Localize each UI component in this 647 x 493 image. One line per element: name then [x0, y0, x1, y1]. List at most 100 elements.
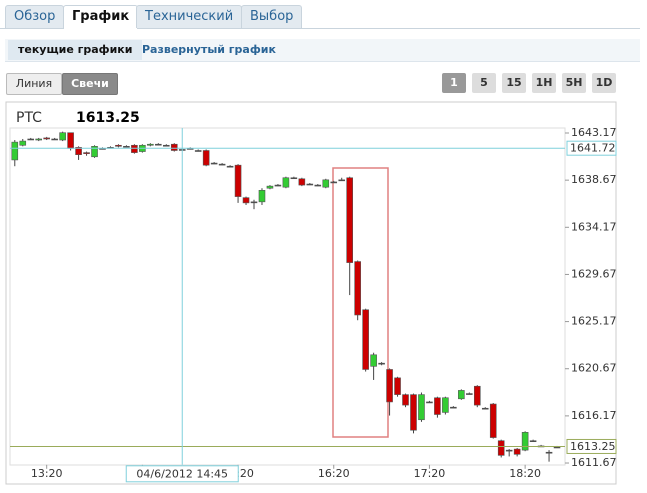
tab[interactable]: Выбор — [241, 5, 303, 28]
interval-button[interactable]: 5H — [562, 73, 586, 93]
y-tick-label: 1638.67 — [571, 173, 617, 186]
candle-body — [402, 394, 409, 406]
price-label: 1613.25 — [570, 440, 616, 453]
interval-button[interactable]: 1D — [592, 73, 616, 93]
candle-body — [258, 190, 266, 203]
candle-body — [330, 181, 338, 184]
last-price: 1613.25 — [76, 110, 140, 126]
y-tick-label: 1643.17 — [571, 126, 617, 139]
interval-button[interactable]: 5 — [472, 73, 496, 93]
candle-body — [434, 397, 441, 415]
y-tick-label: 1629.67 — [571, 267, 617, 280]
candle-body — [202, 150, 210, 166]
candle-body — [83, 152, 90, 154]
highlight-box — [332, 167, 389, 438]
tab-bar-line — [0, 28, 640, 29]
candle-body — [59, 132, 66, 141]
candle-body — [394, 377, 401, 395]
candle-body — [290, 177, 298, 180]
candle-body — [226, 165, 234, 168]
y-tick-label: 1625.17 — [571, 315, 617, 328]
candle-body — [67, 132, 74, 149]
candle-body — [466, 393, 473, 395]
y-tick-label: 1634.17 — [571, 220, 617, 233]
candle-body — [497, 440, 505, 456]
candle-body — [418, 394, 425, 421]
candle-body — [123, 146, 130, 148]
crosshair-label: 04/6/2012 14:45 — [136, 467, 228, 480]
candle-body — [147, 143, 154, 146]
candle-body — [338, 179, 346, 182]
candle-body — [306, 183, 314, 186]
candle-body — [234, 164, 242, 197]
plot-frame — [9, 127, 566, 466]
candle-body — [27, 138, 35, 141]
interval-button[interactable]: 15 — [502, 73, 526, 93]
candle-body — [545, 451, 553, 454]
chart-type-button[interactable]: Линия — [6, 73, 62, 95]
interval-button[interactable]: 1 — [442, 73, 466, 93]
tab[interactable]: График — [63, 5, 139, 29]
candle-body — [489, 403, 497, 438]
candle-body — [346, 177, 353, 263]
candle-body — [19, 140, 27, 146]
subtab[interactable]: текущие графики — [8, 40, 143, 60]
candle-body — [194, 150, 202, 152]
candle-body — [218, 163, 226, 166]
candle-body — [473, 385, 481, 406]
candle-body — [170, 143, 178, 151]
candle-body — [426, 401, 433, 404]
chart-frame — [5, 101, 617, 485]
candle-body — [35, 138, 43, 141]
candle-body — [521, 432, 529, 451]
candle-body — [11, 141, 19, 161]
x-tick-label: 16:20 — [318, 467, 350, 480]
candle-body — [386, 369, 393, 403]
candle-body — [378, 362, 385, 365]
candle-body — [131, 144, 138, 153]
x-tick-label: 13:20 — [31, 467, 63, 480]
candle-body — [450, 406, 457, 409]
candle-body — [242, 197, 250, 204]
price-label: 1641.72 — [570, 142, 616, 155]
chart-type-button[interactable]: Свечи — [62, 73, 118, 95]
candle-body — [481, 407, 489, 410]
x-tick-label: 17:20 — [414, 467, 446, 480]
candle-body — [298, 178, 306, 186]
candle-body — [362, 309, 369, 370]
candle-body — [354, 261, 361, 316]
candle-body — [458, 390, 465, 400]
subtab[interactable]: Развернутый график — [142, 43, 276, 56]
candle-body — [91, 146, 98, 158]
candle-body — [43, 137, 50, 140]
y-tick-label: 1620.67 — [571, 362, 617, 375]
candle-body — [529, 440, 537, 443]
price-label-box — [566, 140, 617, 156]
candle-body — [553, 446, 561, 449]
x-tick-label: 18:20 — [509, 467, 541, 480]
candle-body — [282, 177, 290, 188]
candle-body — [370, 354, 377, 367]
candle-body — [115, 144, 122, 147]
candle-body — [513, 448, 521, 455]
candle-body — [314, 184, 322, 187]
subtab-bar — [5, 39, 640, 62]
tab[interactable]: Обзор — [5, 5, 65, 28]
candle-body — [442, 397, 449, 413]
candle-body — [162, 144, 170, 147]
y-tick-label: 1616.17 — [571, 409, 617, 422]
crosshair-label-box — [125, 465, 239, 483]
candle-body — [75, 147, 82, 155]
price-label-box — [566, 438, 617, 454]
candle-body — [410, 394, 417, 431]
candle-body — [155, 143, 162, 146]
candle-body — [505, 449, 513, 452]
candle-body — [250, 201, 258, 204]
interval-button[interactable]: 1H — [532, 73, 556, 93]
instrument: PTC — [16, 110, 42, 126]
candle-body — [266, 185, 274, 189]
candle-body — [322, 179, 330, 188]
candle-body — [51, 138, 58, 141]
